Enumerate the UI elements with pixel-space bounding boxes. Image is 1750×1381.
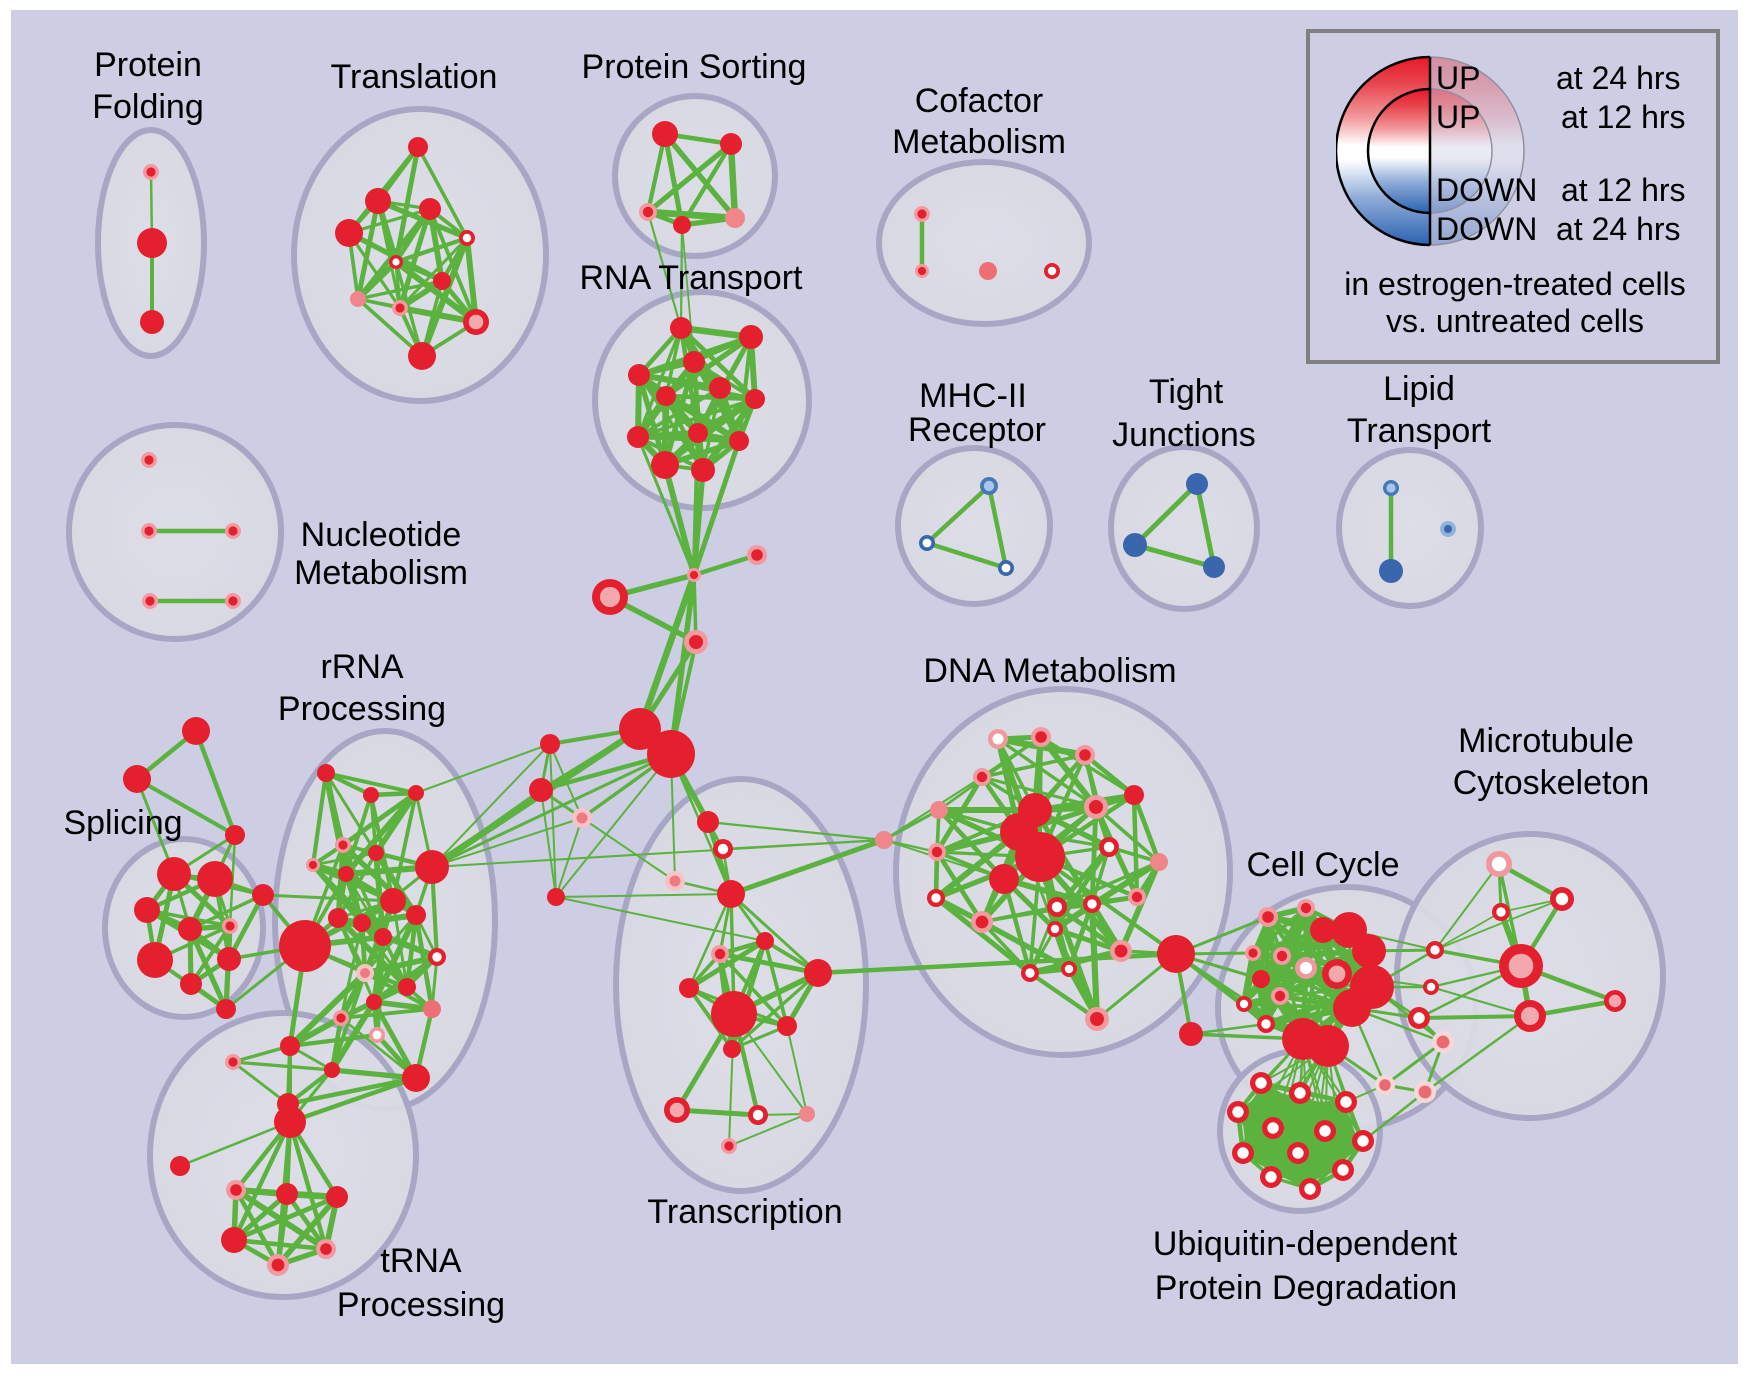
svg-text:Microtubule: Microtubule [1458,722,1634,760]
svg-text:Metabolism: Metabolism [892,123,1066,161]
svg-text:Junctions: Junctions [1112,416,1256,454]
svg-text:Protein Degradation: Protein Degradation [1155,1269,1457,1307]
svg-text:Cofactor: Cofactor [915,82,1044,120]
svg-text:MHC-II: MHC-II [919,377,1027,415]
svg-text:UP: UP [1436,99,1480,135]
svg-text:Translation: Translation [331,58,498,96]
svg-text:UP: UP [1436,60,1480,96]
svg-text:Transcription: Transcription [647,1193,842,1231]
svg-text:DNA Metabolism: DNA Metabolism [923,652,1176,690]
svg-text:in estrogen-treated cells: in estrogen-treated cells [1344,266,1686,302]
svg-text:Cell Cycle: Cell Cycle [1246,846,1399,884]
svg-text:at 24 hrs: at 24 hrs [1556,211,1681,247]
svg-text:DOWN: DOWN [1436,172,1537,208]
svg-text:Splicing: Splicing [63,804,182,842]
svg-text:Metabolism: Metabolism [294,554,468,592]
svg-text:Nucleotide: Nucleotide [301,516,462,554]
svg-text:Lipid: Lipid [1383,370,1455,408]
svg-text:rRNA: rRNA [320,648,403,686]
svg-text:Ubiquitin-dependent: Ubiquitin-dependent [1153,1225,1458,1263]
svg-text:at 12 hrs: at 12 hrs [1561,99,1686,135]
svg-text:Processing: Processing [278,690,446,728]
svg-text:Tight: Tight [1149,373,1224,411]
svg-text:at 12 hrs: at 12 hrs [1561,172,1686,208]
svg-text:Protein Sorting: Protein Sorting [582,48,807,86]
svg-text:Protein: Protein [94,46,202,84]
svg-text:Transport: Transport [1347,412,1492,450]
svg-text:tRNA: tRNA [380,1242,462,1280]
svg-text:DOWN: DOWN [1436,211,1537,247]
svg-text:RNA Transport: RNA Transport [580,259,804,297]
svg-text:Cytoskeleton: Cytoskeleton [1453,764,1650,802]
svg-text:Processing: Processing [337,1286,505,1324]
svg-text:Receptor: Receptor [908,411,1046,449]
svg-text:Folding: Folding [92,88,204,126]
svg-text:at 24 hrs: at 24 hrs [1556,60,1681,96]
svg-text:vs. untreated cells: vs. untreated cells [1386,303,1644,339]
